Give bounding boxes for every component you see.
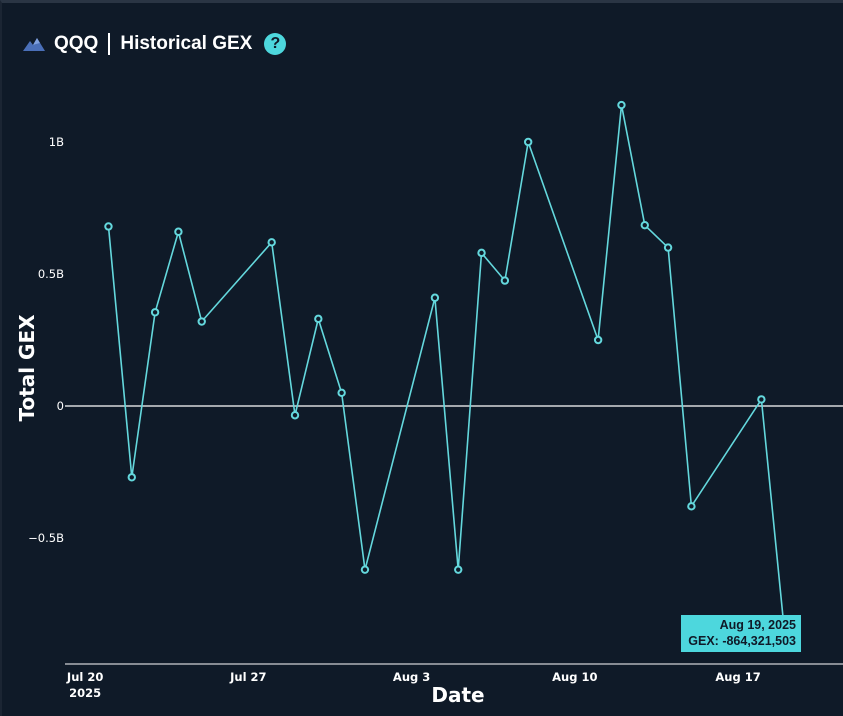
data-point[interactable] <box>314 314 323 324</box>
data-point[interactable] <box>360 565 370 574</box>
data-point[interactable] <box>104 222 113 231</box>
data-point[interactable] <box>127 473 136 482</box>
x-tick-label: Aug 3 <box>393 670 430 684</box>
chart-title: Historical GEX <box>120 33 253 54</box>
data-point[interactable] <box>337 388 346 397</box>
x-tick-label: Jul 27 <box>229 670 266 684</box>
title-separator <box>108 33 111 55</box>
y-axis: 1B 0.5B 0 −0.5B <box>28 135 843 545</box>
tooltip-value: GEX: -864,321,503 <box>688 634 796 648</box>
data-point[interactable] <box>430 293 440 302</box>
data-point[interactable] <box>687 502 696 511</box>
data-point[interactable] <box>617 100 626 110</box>
y-tick-label: −0.5B <box>28 531 64 545</box>
tooltip-date: Aug 19, 2025 <box>719 618 796 632</box>
data-point[interactable] <box>150 308 160 317</box>
data-point[interactable] <box>500 276 510 285</box>
mountain-logo-icon <box>23 38 45 51</box>
hover-tooltip: Aug 19, 2025 GEX: -864,321,503 <box>681 615 801 652</box>
series-group <box>104 100 789 639</box>
data-point[interactable] <box>640 220 649 230</box>
x-axis: Jul 20 2025 Jul 27 Aug 3 Aug 10 Aug 17 <box>65 663 843 700</box>
data-point[interactable] <box>197 317 206 326</box>
y-tick-label: 0 <box>57 399 64 413</box>
data-point[interactable] <box>593 335 603 345</box>
data-point[interactable] <box>174 227 183 236</box>
x-tick-label: Jul 20 <box>66 670 103 684</box>
y-axis-title: Total GEX <box>15 314 39 422</box>
data-point[interactable] <box>267 238 276 247</box>
data-point[interactable] <box>523 137 533 147</box>
y-tick-label: 0.5B <box>38 267 64 281</box>
data-point[interactable] <box>454 565 463 574</box>
x-axis-title: Date <box>431 683 484 707</box>
data-point[interactable] <box>477 248 486 258</box>
chart-header: QQQ Historical GEX ? <box>22 30 287 58</box>
data-point[interactable] <box>757 395 766 404</box>
x-tick-label: Aug 10 <box>552 670 597 684</box>
y-tick-label: 1B <box>49 135 64 149</box>
question-mark-icon[interactable]: ? <box>264 33 287 55</box>
x-tick-sublabel: 2025 <box>69 686 101 700</box>
series-line <box>107 104 786 635</box>
ticker-symbol: QQQ <box>54 33 99 54</box>
data-point[interactable] <box>663 243 673 252</box>
x-tick-label: Aug 17 <box>715 670 760 684</box>
data-point[interactable] <box>290 411 300 420</box>
